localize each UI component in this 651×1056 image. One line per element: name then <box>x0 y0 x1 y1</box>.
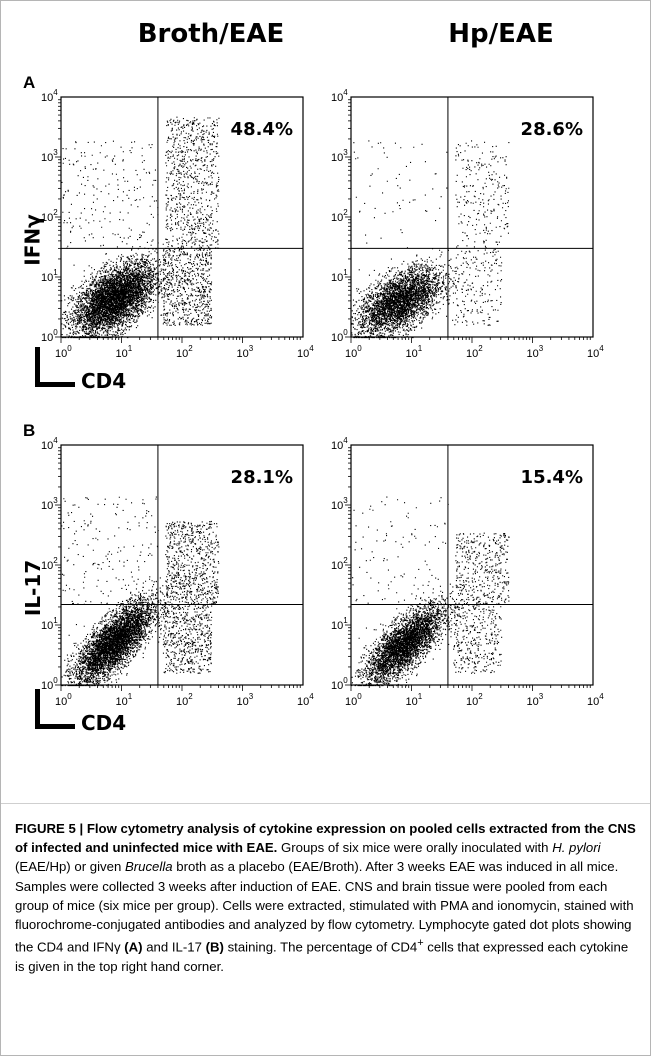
y-tick-label: 100 <box>331 676 348 692</box>
y-tick-label: 103 <box>41 148 58 164</box>
caption-bold-b: (B) <box>205 939 224 955</box>
y-tick-label: 103 <box>331 496 348 512</box>
xlabel-cd4-a: CD4 <box>81 369 127 393</box>
x-tick-label: 102 <box>466 692 483 708</box>
caption-text-3: broth as a placebo (EAE/Broth). After 3 … <box>15 859 634 955</box>
caption-text-4: and IL-17 <box>142 939 206 955</box>
y-tick-label: 101 <box>41 268 58 284</box>
x-tick-label: 101 <box>116 692 133 708</box>
caption-bold-a: (A) <box>124 939 143 955</box>
x-tick-label: 100 <box>55 692 72 708</box>
y-tick-label: 104 <box>41 88 58 104</box>
caption-sup-plus: + <box>417 937 424 950</box>
y-tick-label: 104 <box>331 436 348 452</box>
percentage-label: 28.6% <box>521 119 583 140</box>
percentage-label: 15.4% <box>521 467 583 488</box>
x-tick-label: 104 <box>297 344 314 360</box>
caption-italic-hpylori: H. pylori <box>552 840 601 856</box>
y-tick-label: 100 <box>331 328 348 344</box>
x-tick-label: 102 <box>176 692 193 708</box>
x-tick-label: 103 <box>237 692 254 708</box>
axis-key-horizontal-b <box>35 724 75 729</box>
caption-title: FIGURE 5 | Flow cytometry analysis of cy… <box>15 821 636 856</box>
x-tick-label: 101 <box>406 692 423 708</box>
y-tick-label: 101 <box>331 268 348 284</box>
y-tick-label: 102 <box>41 556 58 572</box>
y-tick-label: 102 <box>41 208 58 224</box>
caption-divider <box>1 803 650 804</box>
y-tick-label: 101 <box>331 616 348 632</box>
panel-letter-a: A <box>23 73 36 92</box>
percentage-label: 48.4% <box>231 119 293 140</box>
panel-letter-b: B <box>23 421 36 440</box>
y-tick-label: 102 <box>331 208 348 224</box>
x-tick-label: 103 <box>527 344 544 360</box>
x-tick-label: 102 <box>176 344 193 360</box>
y-tick-label: 102 <box>331 556 348 572</box>
x-tick-label: 103 <box>237 344 254 360</box>
x-tick-label: 100 <box>345 344 362 360</box>
scatter-dots <box>351 496 510 687</box>
x-tick-label: 100 <box>345 692 362 708</box>
xlabel-cd4-b: CD4 <box>81 711 127 735</box>
scatter-dots <box>351 140 510 339</box>
y-tick-label: 104 <box>331 88 348 104</box>
percentage-label: 28.1% <box>231 467 293 488</box>
x-tick-label: 101 <box>116 344 133 360</box>
axis-key-horizontal-a <box>35 382 75 387</box>
column-title-broth: Broth/EAE <box>137 19 285 49</box>
y-tick-label: 103 <box>41 496 58 512</box>
figure-caption: FIGURE 5 | Flow cytometry analysis of cy… <box>15 819 637 976</box>
y-tick-label: 104 <box>41 436 58 452</box>
y-tick-label: 100 <box>41 328 58 344</box>
caption-text-1: Groups of six mice were orally inoculate… <box>277 840 553 856</box>
x-tick-label: 102 <box>466 344 483 360</box>
x-tick-label: 104 <box>587 692 604 708</box>
x-tick-label: 104 <box>587 344 604 360</box>
caption-italic-brucella: Brucella <box>124 859 173 875</box>
y-tick-label: 101 <box>41 616 58 632</box>
column-title-hp: Hp/EAE <box>448 19 554 49</box>
caption-text-2: (EAE/Hp) or given <box>15 859 125 875</box>
caption-text-5: staining. The percentage of CD4 <box>223 939 418 955</box>
y-tick-label: 100 <box>41 676 58 692</box>
y-tick-label: 103 <box>331 148 348 164</box>
x-tick-label: 104 <box>297 692 314 708</box>
scatter-dots <box>61 116 220 339</box>
axis-key-vertical-a <box>35 347 40 387</box>
axis-key-vertical-b <box>35 689 40 729</box>
caption-text-6: cells that expressed each cytokine is gi… <box>15 939 629 974</box>
scatter-dots <box>61 496 220 687</box>
x-tick-label: 101 <box>406 344 423 360</box>
x-tick-label: 103 <box>527 692 544 708</box>
x-tick-label: 100 <box>55 344 72 360</box>
